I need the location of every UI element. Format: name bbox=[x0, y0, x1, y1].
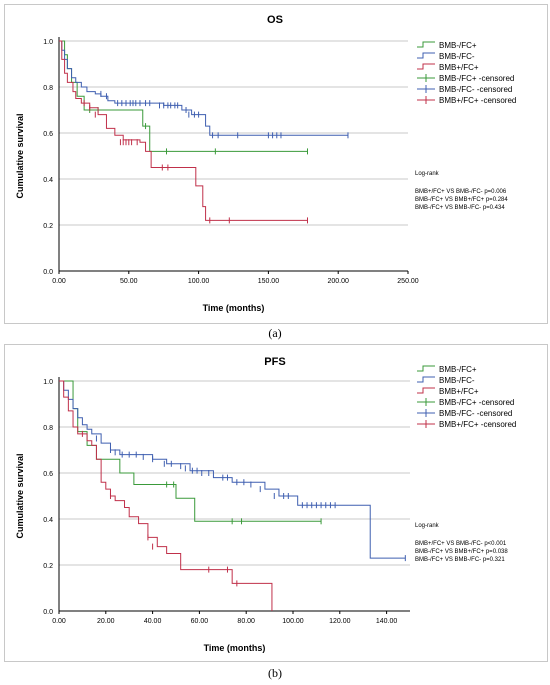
logrank-result: BMB+/FC+ VS BMB-/FC- p=0.006 bbox=[415, 189, 507, 195]
x-tick-label: 80.00 bbox=[237, 618, 255, 625]
y-tick-label: 0.2 bbox=[43, 223, 53, 230]
x-tick-label: 250.00 bbox=[397, 278, 419, 285]
legend-label: BMB+/FC+ bbox=[439, 387, 479, 396]
y-tick-label: 0.4 bbox=[43, 177, 53, 184]
x-tick-label: 20.00 bbox=[97, 618, 115, 625]
y-axis-label: Cumulative survival bbox=[15, 113, 25, 198]
legend-label: BMB-/FC+ -censored bbox=[439, 398, 514, 407]
caption-b: (b) bbox=[268, 666, 282, 680]
y-tick-label: 0.0 bbox=[43, 269, 53, 276]
x-tick-label: 120.00 bbox=[329, 618, 351, 625]
legend-label: BMB+/FC+ -censored bbox=[439, 96, 516, 105]
x-tick-label: 0.00 bbox=[52, 278, 66, 285]
logrank-title: Log-rank bbox=[415, 523, 440, 529]
y-axis-label: Cumulative survival bbox=[15, 453, 25, 538]
os-chart: OS 0.0 0.2 0.4 0.6 0.8 1.0 0.00 50.00 100.00 150.0… bbox=[15, 14, 516, 313]
legend-label: BMB-/FC+ bbox=[439, 41, 477, 50]
y-tick-label: 0.6 bbox=[43, 131, 53, 138]
y-tick-label: 1.0 bbox=[43, 379, 53, 386]
survival-curve-1 bbox=[59, 40, 308, 152]
y-tick-label: 0.4 bbox=[43, 517, 53, 524]
legend-label: BMB+/FC+ bbox=[439, 63, 479, 72]
y-tick-label: 0.6 bbox=[43, 471, 53, 478]
legend-line-swatch bbox=[417, 387, 435, 394]
survival-curve-1 bbox=[59, 380, 322, 522]
survival-curve-3 bbox=[59, 40, 308, 221]
legend-line-swatch bbox=[417, 52, 435, 59]
y-tick-label: 0.8 bbox=[43, 85, 53, 92]
x-tick-label: 150.00 bbox=[258, 278, 280, 285]
x-axis-label: Time (months) bbox=[203, 303, 265, 313]
x-tick-label: 100.00 bbox=[188, 278, 210, 285]
survival-curve-2 bbox=[59, 380, 406, 559]
legend-label: BMB-/FC+ -censored bbox=[439, 74, 514, 83]
y-tick-label: 0.2 bbox=[43, 563, 53, 570]
x-axis-label: Time (months) bbox=[204, 643, 266, 653]
legend-line-swatch bbox=[417, 376, 435, 383]
survival-curve-3 bbox=[59, 380, 273, 611]
legend-label: BMB-/FC- bbox=[439, 376, 475, 385]
logrank-result: BMB+/FC+ VS BMB-/FC- p<0.001 bbox=[415, 541, 507, 547]
legend-label: BMB-/FC+ bbox=[439, 365, 477, 374]
x-tick-label: 140.00 bbox=[376, 618, 398, 625]
x-tick-label: 40.00 bbox=[144, 618, 162, 625]
legend-label: BMB-/FC- -censored bbox=[439, 409, 512, 418]
x-tick-label: 100.00 bbox=[282, 618, 304, 625]
legend-line-swatch bbox=[417, 365, 435, 372]
logrank-result: BMB-/FC+ VS BMB-/FC- p=0.321 bbox=[415, 557, 505, 563]
caption-a: (a) bbox=[268, 326, 282, 340]
survival-curve-2 bbox=[59, 40, 348, 136]
logrank-result: BMB-/FC+ VS BMB-/FC- p=0.434 bbox=[415, 205, 505, 211]
x-tick-label: 0.00 bbox=[52, 618, 66, 625]
y-tick-label: 1.0 bbox=[43, 39, 53, 46]
y-tick-label: 0.0 bbox=[43, 609, 53, 616]
pfs-chart-panel: PFS 0.0 0.2 0.4 0.6 0.8 1.0 0.00 20.00 40.00 60.00… bbox=[4, 344, 548, 662]
logrank-result: BMB-/FC+ VS BMB+/FC+ p=0.038 bbox=[415, 549, 508, 555]
y-tick-label: 0.8 bbox=[43, 425, 53, 432]
os-chart-panel: OS 0.0 0.2 0.4 0.6 0.8 1.0 0.00 50.00 100.00 150.0… bbox=[4, 4, 548, 324]
logrank-result: BMB-/FC+ VS BMB+/FC+ p=0.284 bbox=[415, 197, 508, 203]
x-tick-label: 50.00 bbox=[120, 278, 138, 285]
legend-label: BMB-/FC- bbox=[439, 52, 475, 61]
chart-title: OS bbox=[267, 14, 283, 26]
legend-line-swatch bbox=[417, 63, 435, 70]
legend-label: BMB-/FC- -censored bbox=[439, 85, 512, 94]
x-tick-label: 200.00 bbox=[327, 278, 349, 285]
x-tick-label: 60.00 bbox=[191, 618, 209, 625]
pfs-chart: PFS 0.0 0.2 0.4 0.6 0.8 1.0 0.00 20.00 40.00 60.00… bbox=[15, 356, 516, 653]
legend-line-swatch bbox=[417, 41, 435, 48]
logrank-title: Log-rank bbox=[415, 171, 440, 177]
legend-label: BMB+/FC+ -censored bbox=[439, 420, 516, 429]
chart-title: PFS bbox=[264, 356, 285, 368]
